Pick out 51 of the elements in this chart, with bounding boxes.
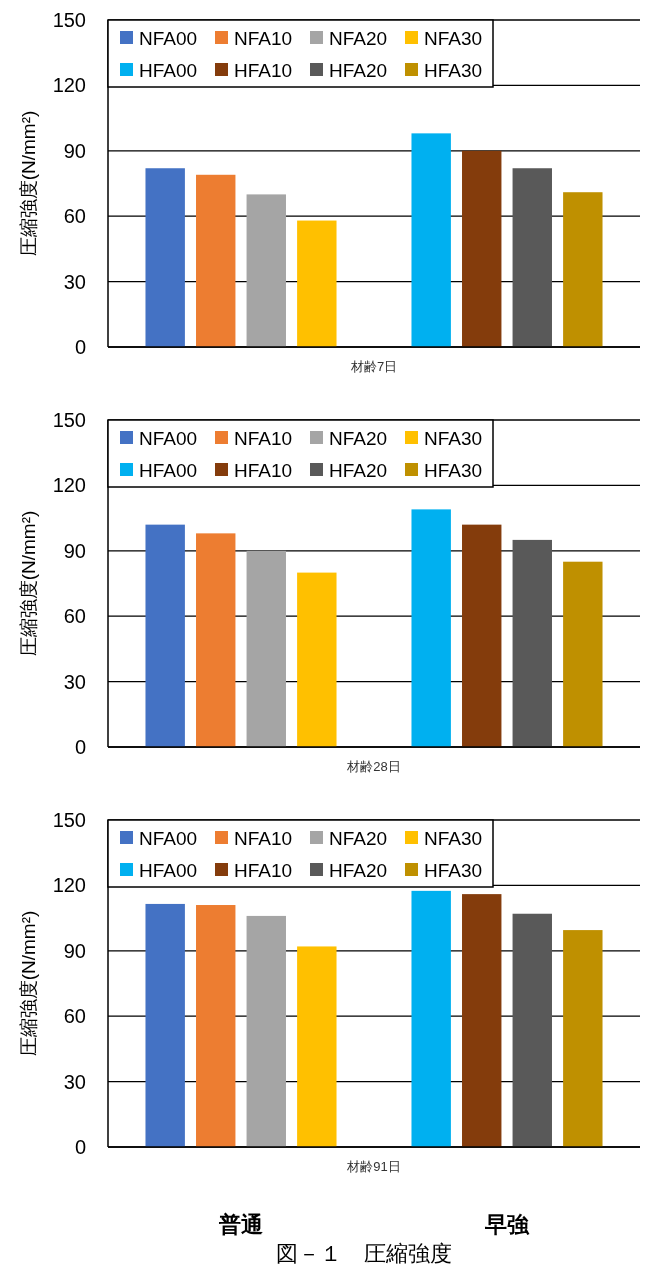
legend-label: HFA00: [139, 60, 198, 81]
legend-label: NFA20: [329, 428, 388, 449]
legend-label: NFA10: [234, 828, 293, 849]
y-tick-label: 90: [63, 139, 86, 162]
y-tick-label: 60: [63, 1005, 86, 1028]
legend-label: NFA20: [329, 28, 388, 49]
legend-label: NFA30: [424, 428, 483, 449]
y-tick-label: 150: [52, 9, 86, 31]
y-tick-label: 0: [74, 336, 86, 358]
y-tick-label: 120: [52, 74, 86, 97]
y-tick-label: 90: [63, 939, 86, 962]
legend-label: NFA00: [139, 828, 198, 849]
y-axis-title: 圧縮強度(N/mm²): [17, 910, 39, 1057]
legend-label: NFA00: [139, 28, 198, 49]
legend-label: HFA30: [424, 460, 483, 481]
legend-label: HFA20: [329, 60, 388, 81]
legend-label: HFA10: [234, 60, 293, 81]
y-tick-label: 0: [74, 1136, 86, 1158]
legend-label: NFA30: [424, 828, 483, 849]
legend-label: NFA00: [139, 428, 198, 449]
y-axis-title: 圧縮強度(N/mm²): [17, 110, 39, 257]
y-tick-label: 150: [52, 409, 86, 431]
legend-label: NFA20: [329, 828, 388, 849]
legend-label: HFA20: [329, 460, 388, 481]
legend-label: HFA10: [234, 860, 293, 881]
y-tick-label: 90: [63, 539, 86, 562]
legend-label: HFA00: [139, 460, 198, 481]
legend-label: NFA10: [234, 28, 293, 49]
legend-label: HFA20: [329, 860, 388, 881]
y-tick-label: 120: [52, 474, 86, 497]
y-tick-label: 120: [52, 874, 86, 897]
y-tick-label: 150: [52, 809, 86, 831]
x-axis-title: 材齢7日: [349, 359, 398, 374]
text: 図－１ 圧縮強度: [276, 1241, 452, 1266]
y-tick-label: 60: [63, 605, 86, 628]
legend-label: NFA10: [234, 428, 293, 449]
legend-label: HFA10: [234, 460, 293, 481]
y-tick-label: 60: [63, 205, 86, 228]
y-axis-title: 圧縮強度(N/mm²): [17, 510, 39, 657]
legend-label: NFA30: [424, 28, 483, 49]
y-tick-label: 30: [63, 670, 86, 693]
x-tick-label: 普通: [218, 1212, 263, 1237]
x-tick-label: 早強: [484, 1212, 530, 1237]
x-axis-title: 材齢91日: [346, 1159, 401, 1174]
legend-label: HFA30: [424, 60, 483, 81]
y-tick-label: 30: [63, 1070, 86, 1093]
legend-label: HFA30: [424, 860, 483, 881]
y-tick-label: 0: [74, 736, 86, 758]
y-tick-label: 30: [63, 270, 86, 293]
legend-label: HFA00: [139, 860, 198, 881]
x-axis-title: 材齢28日: [346, 759, 401, 774]
